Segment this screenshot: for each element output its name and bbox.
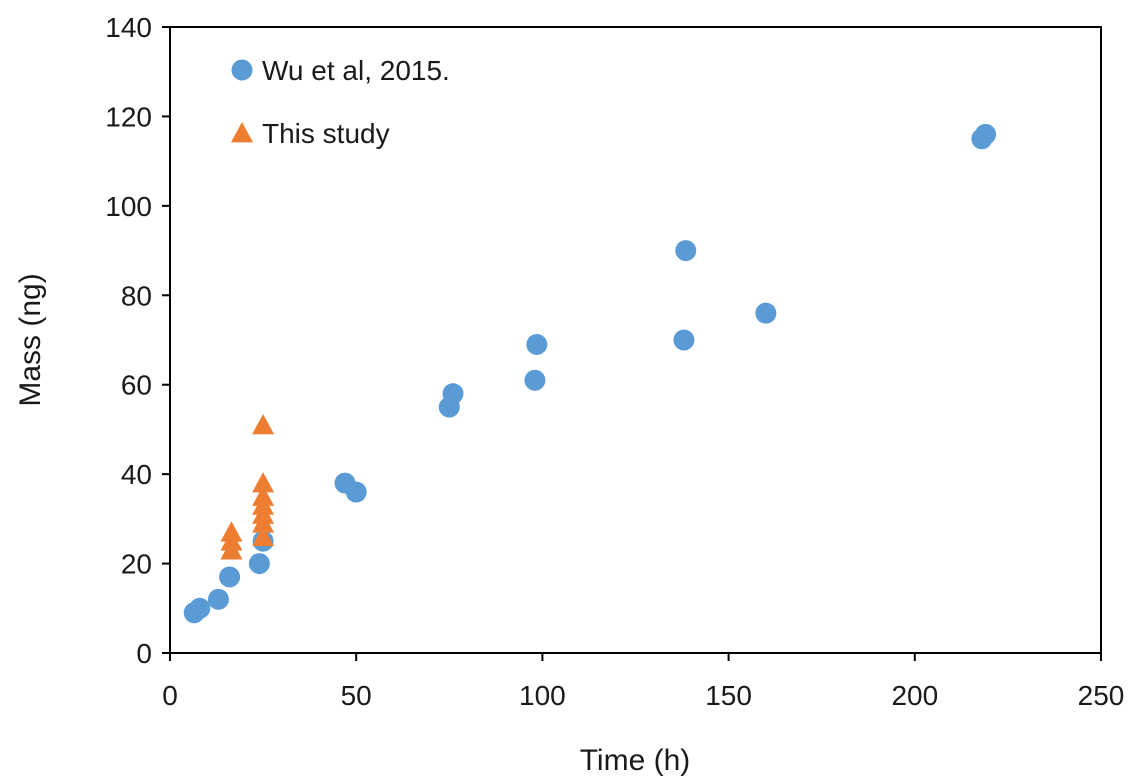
y-tick-label: 140 bbox=[105, 12, 152, 43]
y-tick-label: 100 bbox=[105, 191, 152, 222]
data-point-circle bbox=[526, 333, 548, 355]
data-point-triangle bbox=[252, 485, 275, 506]
data-point-triangle bbox=[252, 413, 275, 435]
y-tick-label: 0 bbox=[136, 638, 152, 669]
data-point-triangle bbox=[252, 472, 275, 493]
series-this-study bbox=[220, 413, 275, 560]
plot-area bbox=[169, 26, 1102, 654]
data-point-circle bbox=[219, 566, 241, 588]
data-point-circle bbox=[442, 383, 464, 405]
legend-label: This study bbox=[262, 118, 390, 149]
data-point-circle bbox=[975, 123, 997, 145]
x-axis-ticks: 0 50 100 150 200 250 bbox=[162, 653, 1124, 711]
data-point-triangle bbox=[252, 525, 275, 547]
data-point-circle bbox=[755, 302, 777, 324]
data-point-circle bbox=[524, 369, 546, 391]
y-tick-label: 60 bbox=[121, 370, 152, 401]
data-point-circle bbox=[189, 597, 211, 619]
x-axis-title: Time (h) bbox=[580, 744, 691, 777]
data-point-triangle bbox=[220, 521, 243, 542]
y-tick-label: 40 bbox=[121, 459, 152, 490]
y-tick-label: 80 bbox=[121, 280, 152, 311]
legend: Wu et al, 2015. This study bbox=[231, 55, 450, 149]
x-tick-label: 50 bbox=[341, 680, 372, 711]
data-marks bbox=[183, 123, 997, 624]
legend-item: Wu et al, 2015. bbox=[231, 55, 450, 86]
data-point-circle bbox=[207, 588, 229, 610]
series-wu-et-al-2015 bbox=[183, 123, 997, 624]
y-axis-ticks: 0 20 40 60 80 100 120 140 bbox=[105, 12, 170, 669]
x-tick-label: 150 bbox=[705, 680, 752, 711]
legend-triangle-marker bbox=[231, 122, 253, 143]
y-tick-label: 120 bbox=[105, 101, 152, 132]
data-point-circle bbox=[248, 553, 270, 575]
x-tick-label: 0 bbox=[162, 680, 178, 711]
y-axis-title: Mass (ng) bbox=[14, 273, 47, 406]
legend-label: Wu et al, 2015. bbox=[262, 55, 450, 86]
plot-frame bbox=[169, 26, 1102, 654]
data-point-circle bbox=[675, 240, 697, 262]
legend-item: This study bbox=[231, 118, 390, 149]
x-tick-label: 100 bbox=[519, 680, 566, 711]
x-tick-label: 200 bbox=[891, 680, 938, 711]
data-point-circle bbox=[345, 481, 367, 503]
y-tick-label: 20 bbox=[121, 549, 152, 580]
legend-circle-marker bbox=[231, 59, 253, 81]
data-point-circle bbox=[673, 329, 695, 351]
x-tick-label: 250 bbox=[1078, 680, 1125, 711]
